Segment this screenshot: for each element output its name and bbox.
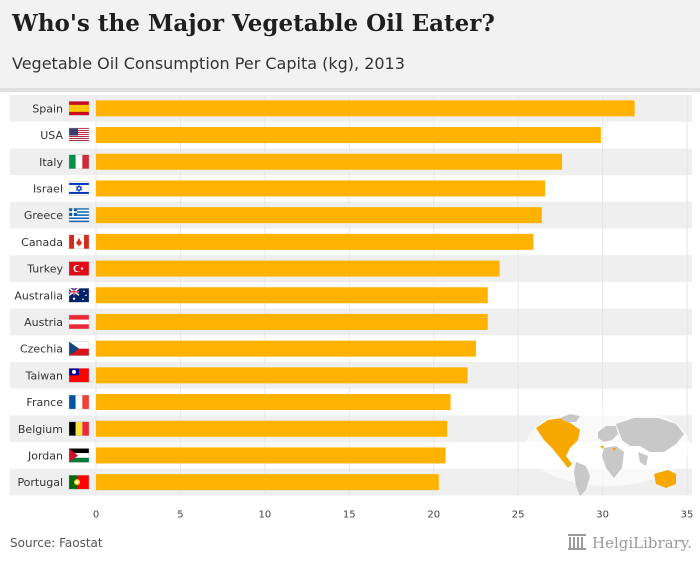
bar-taiwan [96,367,468,384]
x-tick-label: 25 [512,510,525,521]
bar-spain [96,100,635,117]
bar-jordan [96,447,446,464]
category-label: Taiwan [25,369,63,382]
category-label: Spain [32,102,63,115]
x-tick-label: 0 [93,510,99,521]
category-label: Greece [24,209,63,222]
jordan-flag-icon [68,448,90,463]
austria-flag-icon [68,314,90,330]
bar-belgium [96,420,448,437]
bar-turkey [96,260,500,277]
bars [96,100,635,491]
x-tick-label: 30 [596,510,609,521]
chart-header: Who's the Major Vegetable Oil Eater? Veg… [0,0,700,88]
category-label: France [26,396,63,409]
x-tick-label: 20 [427,510,440,521]
bar-israel [96,180,546,197]
x-axis: 0 5 10 15 20 25 30 35 [93,510,694,521]
bar-portugal [96,474,439,491]
source-note: Source: Faostat [10,536,103,550]
category-label: Israel [33,182,63,195]
category-label: Portugal [17,476,63,489]
category-label: USA [40,129,63,142]
bar-czechia [96,340,476,357]
x-tick-label: 10 [258,510,271,521]
france-flag-icon [68,394,90,410]
portugal-flag-icon [68,474,90,490]
bar-canada [96,233,534,250]
x-tick-label: 5 [177,510,183,521]
library-columns-icon [568,534,586,550]
category-label: Turkey [26,263,63,276]
canada-flag-icon [68,234,90,250]
category-label: Australia [14,289,63,302]
italy-flag-icon [68,154,90,169]
bar-italy [96,153,563,170]
usa-flag-icon [68,127,90,143]
taiwan-flag-icon [68,368,90,383]
category-labels: Spain USA Italy Israel Greece Canada Turkey Aus… [14,102,63,489]
bar-usa [96,127,601,144]
chart-subtitle: Vegetable Oil Consumption Per Capita (kg… [12,54,405,73]
header-divider [0,88,700,92]
flag-icons [68,101,90,490]
greece-flag-icon [68,207,90,223]
israel-flag-icon [68,181,90,196]
category-label: Italy [39,156,63,169]
helgilibrary-logo: HelgiLibrary. [592,534,693,552]
x-tick-label: 35 [681,510,694,521]
bar-austria [96,313,488,330]
category-label: Canada [21,236,63,249]
bar-australia [96,287,488,304]
spain-flag-icon [68,101,90,116]
category-label: Jordan [27,449,63,462]
bar-greece [96,207,542,224]
bar-france [96,394,451,411]
x-tick-label: 15 [343,510,356,521]
czechia-flag-icon [68,341,90,356]
chart-title: Who's the Major Vegetable Oil Eater? [12,10,495,37]
australia-flag-icon [68,287,90,303]
world-map-icon [526,406,690,496]
turkey-flag-icon [68,261,90,276]
bar-chart: Spain USA Italy Israel Greece Canada Turkey Aus… [10,95,694,521]
category-label: Belgium [18,423,63,436]
category-label: Czechia [20,343,63,356]
belgium-flag-icon [68,421,90,436]
category-label: Austria [24,316,63,329]
